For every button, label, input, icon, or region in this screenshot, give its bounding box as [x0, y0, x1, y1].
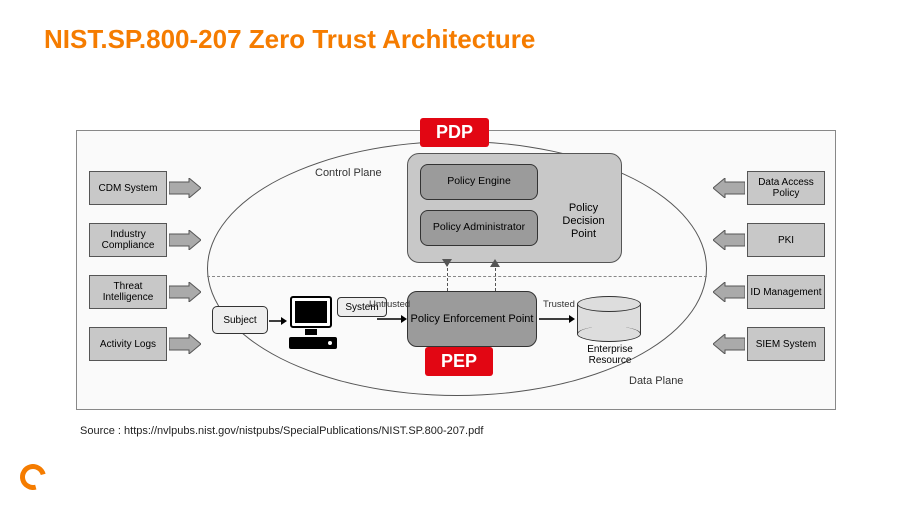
arrow-icon	[539, 313, 575, 325]
node-subject: Subject	[212, 306, 268, 334]
arrow-icon	[377, 313, 407, 325]
node-data-access-policy: Data Access Policy	[747, 171, 825, 205]
node-policy-engine: Policy Engine	[420, 164, 538, 200]
computer-icon	[287, 293, 339, 357]
node-activity-logs: Activity Logs	[89, 327, 167, 361]
label-pdp: Policy Decision Point	[556, 202, 611, 242]
node-system: System	[287, 287, 383, 357]
arrow-icon	[713, 178, 745, 198]
connector-dashed	[495, 263, 496, 291]
badge-pdp: PDP	[420, 118, 489, 147]
node-id-management: ID Management	[747, 275, 825, 309]
logo-icon	[15, 459, 51, 495]
arrow-icon	[169, 230, 201, 250]
page-title: NIST.SP.800-207 Zero Trust Architecture	[44, 24, 535, 55]
arrow-icon	[713, 282, 745, 302]
source-citation: Source : https://nvlpubs.nist.gov/nistpu…	[80, 425, 483, 437]
arrow-icon	[713, 334, 745, 354]
label-enterprise-resource: Enterprise Resource	[575, 344, 645, 366]
node-pki: PKI	[747, 223, 825, 257]
arrow-icon	[169, 334, 201, 354]
node-siem-system: SIEM System	[747, 327, 825, 361]
label-untrusted: Untrusted	[369, 299, 410, 310]
badge-pep: PEP	[425, 347, 493, 376]
node-cdm-system: CDM System	[89, 171, 167, 205]
label-trusted: Trusted	[543, 299, 575, 310]
arrowhead-icon	[442, 259, 452, 267]
node-enterprise-resource	[577, 296, 641, 340]
plane-divider	[207, 276, 707, 277]
label-control-plane: Control Plane	[315, 167, 382, 179]
arrow-icon	[169, 178, 201, 198]
node-threat-intelligence: Threat Intelligence	[89, 275, 167, 309]
policy-decision-point: Policy Engine Policy Administrator Polic…	[407, 153, 622, 263]
node-industry-compliance: Industry Compliance	[89, 223, 167, 257]
node-policy-administrator: Policy Administrator	[420, 210, 538, 246]
node-policy-enforcement-point: Policy Enforcement Point	[407, 291, 537, 347]
arrow-icon	[169, 282, 201, 302]
label-data-plane: Data Plane	[629, 375, 683, 387]
arrow-icon	[269, 315, 287, 327]
arrowhead-icon	[490, 259, 500, 267]
arrow-icon	[713, 230, 745, 250]
connector-dashed	[447, 263, 448, 291]
